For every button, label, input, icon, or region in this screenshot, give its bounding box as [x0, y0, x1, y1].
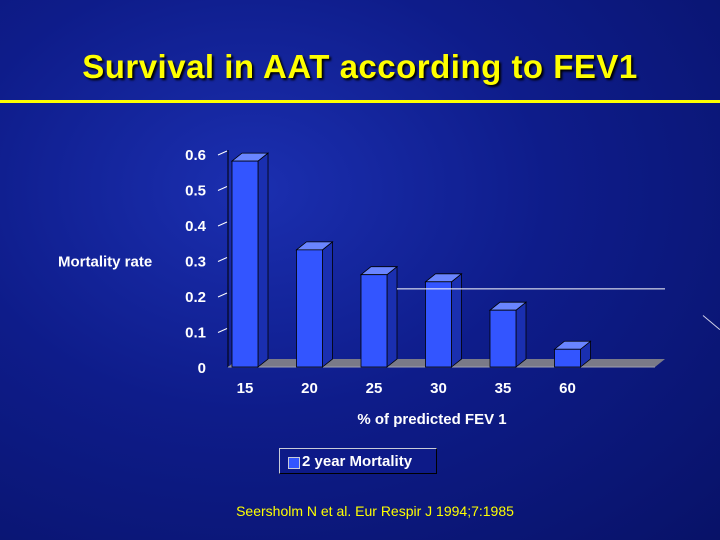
y-tick-label: 0.3: [185, 254, 206, 271]
x-tick-label: 35: [495, 380, 512, 397]
y-tick-mark: [217, 150, 228, 156]
chart-legend: 2 year Mortality: [279, 448, 437, 474]
y-tick-mark: [217, 221, 228, 227]
y-tick-mark: [217, 186, 228, 191]
bar-25: [360, 274, 388, 368]
slide-title: Survival in AAT according to FEV1: [82, 48, 638, 85]
y-axis-label: Mortality rate: [58, 254, 152, 271]
y-tick-label: 0.1: [185, 325, 206, 342]
bar-side: [386, 265, 398, 368]
x-tick-label: 60: [559, 380, 576, 397]
bar-20: [296, 249, 323, 368]
x-tick-label: 25: [366, 380, 383, 397]
bar-side: [322, 241, 333, 368]
y-tick-mark: [217, 292, 228, 298]
x-tick-label: 15: [237, 380, 254, 397]
y-tick-mark: [217, 257, 228, 262]
y-tick-label: 0.5: [185, 183, 206, 200]
y-tick-label: 0: [198, 360, 206, 377]
bar-side: [451, 272, 462, 368]
bar-side: [515, 301, 527, 368]
bar-side: [257, 152, 269, 368]
legend-swatch: [288, 457, 300, 469]
bar-15: [231, 160, 259, 368]
y-tick-label: 0.6: [185, 147, 206, 164]
bar-35: [489, 309, 517, 368]
y-tick-label: 0.4: [185, 218, 207, 235]
x-tick-label: 30: [430, 380, 447, 397]
bar-30: [425, 281, 452, 368]
y-tick-label: 0.2: [185, 289, 206, 306]
title-underline: [0, 100, 720, 103]
citation: Seersholm N et al. Eur Respir J 1994;7:1…: [236, 503, 514, 519]
legend-label: 2 year Mortality: [302, 453, 413, 470]
bar-60: [554, 348, 581, 368]
y-tick-mark: [217, 328, 228, 333]
x-tick-label: 20: [301, 380, 318, 397]
x-axis-label: % of predicted FEV 1: [357, 411, 506, 428]
